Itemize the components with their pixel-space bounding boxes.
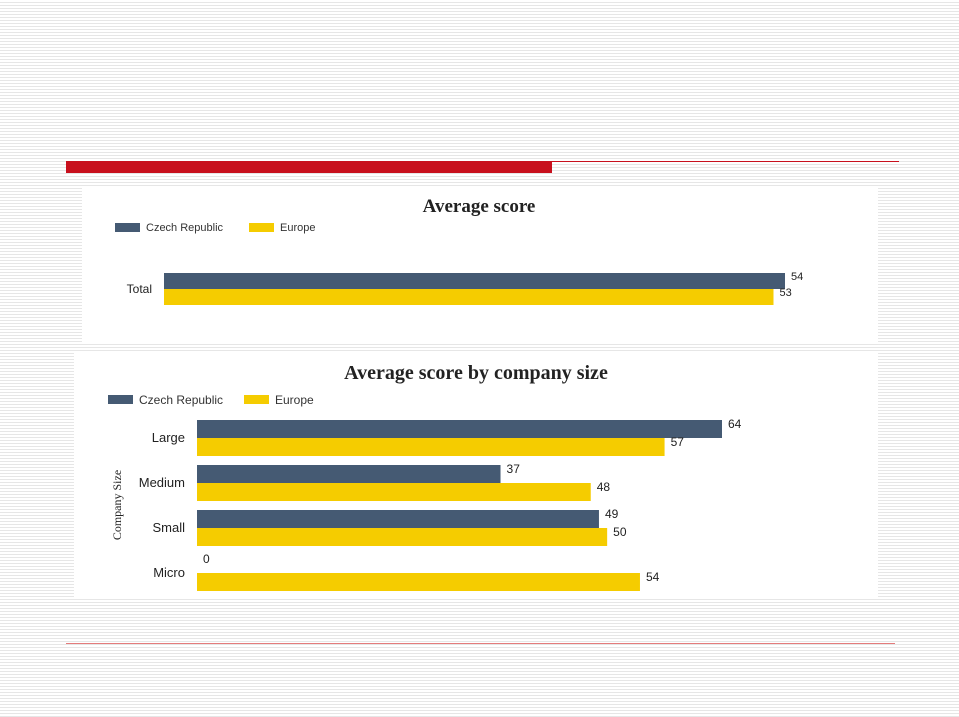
data-label: 54 <box>646 570 660 584</box>
legend-label-czech: Czech Republic <box>146 222 224 234</box>
chart-title: Average score <box>423 196 536 217</box>
footer-divider <box>66 643 895 644</box>
legend-swatch-europe <box>249 223 274 232</box>
y-axis-label: Company Size <box>110 470 124 540</box>
legend: Czech Republic Europe <box>115 222 315 234</box>
data-label: 54 <box>791 271 803 283</box>
data-label: 53 <box>780 287 792 299</box>
chart-average-score-by-company-size: Average score by company size Czech Repu… <box>108 362 742 591</box>
data-label: 50 <box>613 525 627 539</box>
bar <box>197 510 599 528</box>
data-label: 48 <box>597 480 611 494</box>
data-label: 49 <box>605 507 619 521</box>
legend: Czech Republic Europe <box>108 393 314 407</box>
accent-bar-thick <box>66 161 552 173</box>
bar <box>197 438 665 456</box>
accent-bar-thin <box>552 161 899 162</box>
data-label: 0 <box>203 552 210 566</box>
legend-label-czech: Czech Republic <box>139 393 223 407</box>
legend-swatch-europe <box>244 395 269 404</box>
legend-label-europe: Europe <box>275 393 314 407</box>
legend-label-europe: Europe <box>280 222 315 234</box>
category-label: Large <box>152 430 185 445</box>
bar <box>164 273 785 289</box>
bar <box>197 573 640 591</box>
legend-swatch-czech <box>108 395 133 404</box>
chart-average-score: Average score Czech Republic Europe Tota… <box>115 196 803 305</box>
data-label: 37 <box>507 462 521 476</box>
category-label: Total <box>127 282 152 296</box>
bar <box>197 483 591 501</box>
bar <box>197 420 722 438</box>
category-label: Micro <box>153 565 185 580</box>
bars: Total 54 53 <box>127 271 803 305</box>
category-label: Medium <box>139 475 185 490</box>
legend-swatch-czech <box>115 223 140 232</box>
chart-panel-average-score: Average score Czech Republic Europe Tota… <box>82 188 878 343</box>
bar <box>164 289 774 305</box>
bars: Large 64 57 Medium 37 48 Small 49 50 Micro 0 54 <box>139 417 742 591</box>
chart-title: Average score by company size <box>344 362 608 384</box>
bar <box>197 465 501 483</box>
data-label: 57 <box>671 435 685 449</box>
chart-panel-company-size: Average score by company size Czech Repu… <box>74 353 878 599</box>
data-label: 64 <box>728 417 742 431</box>
bar <box>197 528 608 546</box>
category-label: Small <box>152 520 185 535</box>
